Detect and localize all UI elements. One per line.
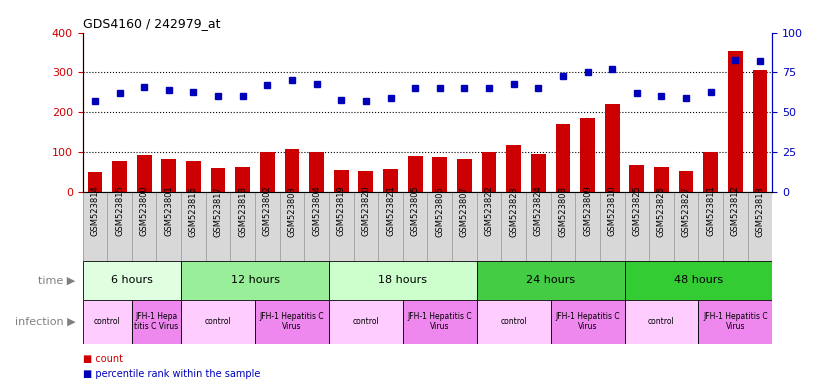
Text: JFH-1 Hepatitis C
Virus: JFH-1 Hepatitis C Virus <box>407 312 472 331</box>
Text: ■ percentile rank within the sample: ■ percentile rank within the sample <box>83 369 260 379</box>
Bar <box>580 118 595 192</box>
Text: infection ▶: infection ▶ <box>15 316 76 327</box>
Bar <box>408 156 423 192</box>
Text: control: control <box>353 317 379 326</box>
Bar <box>334 170 349 192</box>
Bar <box>260 152 275 192</box>
Text: JFH-1 Hepatitis C
Virus: JFH-1 Hepatitis C Virus <box>259 312 325 331</box>
Bar <box>83 300 132 344</box>
Bar <box>132 300 181 344</box>
Bar <box>358 171 373 192</box>
Bar <box>506 145 521 192</box>
Bar <box>83 261 181 300</box>
Bar <box>181 300 255 344</box>
Text: JFH-1 Hepatitis C
Virus: JFH-1 Hepatitis C Virus <box>555 312 620 331</box>
Text: JFH-1 Hepa
titis C Virus: JFH-1 Hepa titis C Virus <box>135 312 178 331</box>
Bar <box>181 261 329 300</box>
Bar <box>309 152 324 192</box>
Bar <box>403 300 477 344</box>
Bar <box>605 104 620 192</box>
Text: ■ count: ■ count <box>83 354 122 364</box>
Bar <box>329 300 403 344</box>
Text: JFH-1 Hepatitis C
Virus: JFH-1 Hepatitis C Virus <box>703 312 767 331</box>
Bar <box>285 149 299 192</box>
Bar <box>432 157 447 192</box>
Bar <box>551 300 624 344</box>
Text: control: control <box>501 317 527 326</box>
Bar <box>703 152 718 192</box>
Bar <box>383 169 398 192</box>
Text: 18 hours: 18 hours <box>378 275 427 285</box>
Bar <box>531 154 546 192</box>
Bar <box>88 172 102 192</box>
Bar <box>329 261 477 300</box>
Text: 24 hours: 24 hours <box>526 275 575 285</box>
Bar <box>624 300 699 344</box>
Bar <box>654 167 669 192</box>
Bar <box>477 261 624 300</box>
Bar <box>211 168 225 192</box>
Bar <box>457 159 472 192</box>
Text: 12 hours: 12 hours <box>230 275 279 285</box>
Bar <box>255 300 329 344</box>
Text: control: control <box>205 317 231 326</box>
Bar <box>161 159 176 192</box>
Bar <box>482 152 496 192</box>
Bar <box>477 300 551 344</box>
Bar <box>235 167 250 192</box>
Bar <box>112 161 127 192</box>
Bar <box>679 171 694 192</box>
Text: time ▶: time ▶ <box>39 275 76 285</box>
Text: 48 hours: 48 hours <box>674 275 723 285</box>
Bar <box>752 71 767 192</box>
Text: 6 hours: 6 hours <box>111 275 153 285</box>
Bar <box>728 51 743 192</box>
Bar <box>699 300 772 344</box>
Bar <box>137 155 152 192</box>
Text: GDS4160 / 242979_at: GDS4160 / 242979_at <box>83 17 220 30</box>
Bar <box>186 161 201 192</box>
Text: control: control <box>648 317 675 326</box>
Text: control: control <box>94 317 121 326</box>
Bar <box>629 165 644 192</box>
Bar <box>556 124 570 192</box>
Bar <box>624 261 772 300</box>
